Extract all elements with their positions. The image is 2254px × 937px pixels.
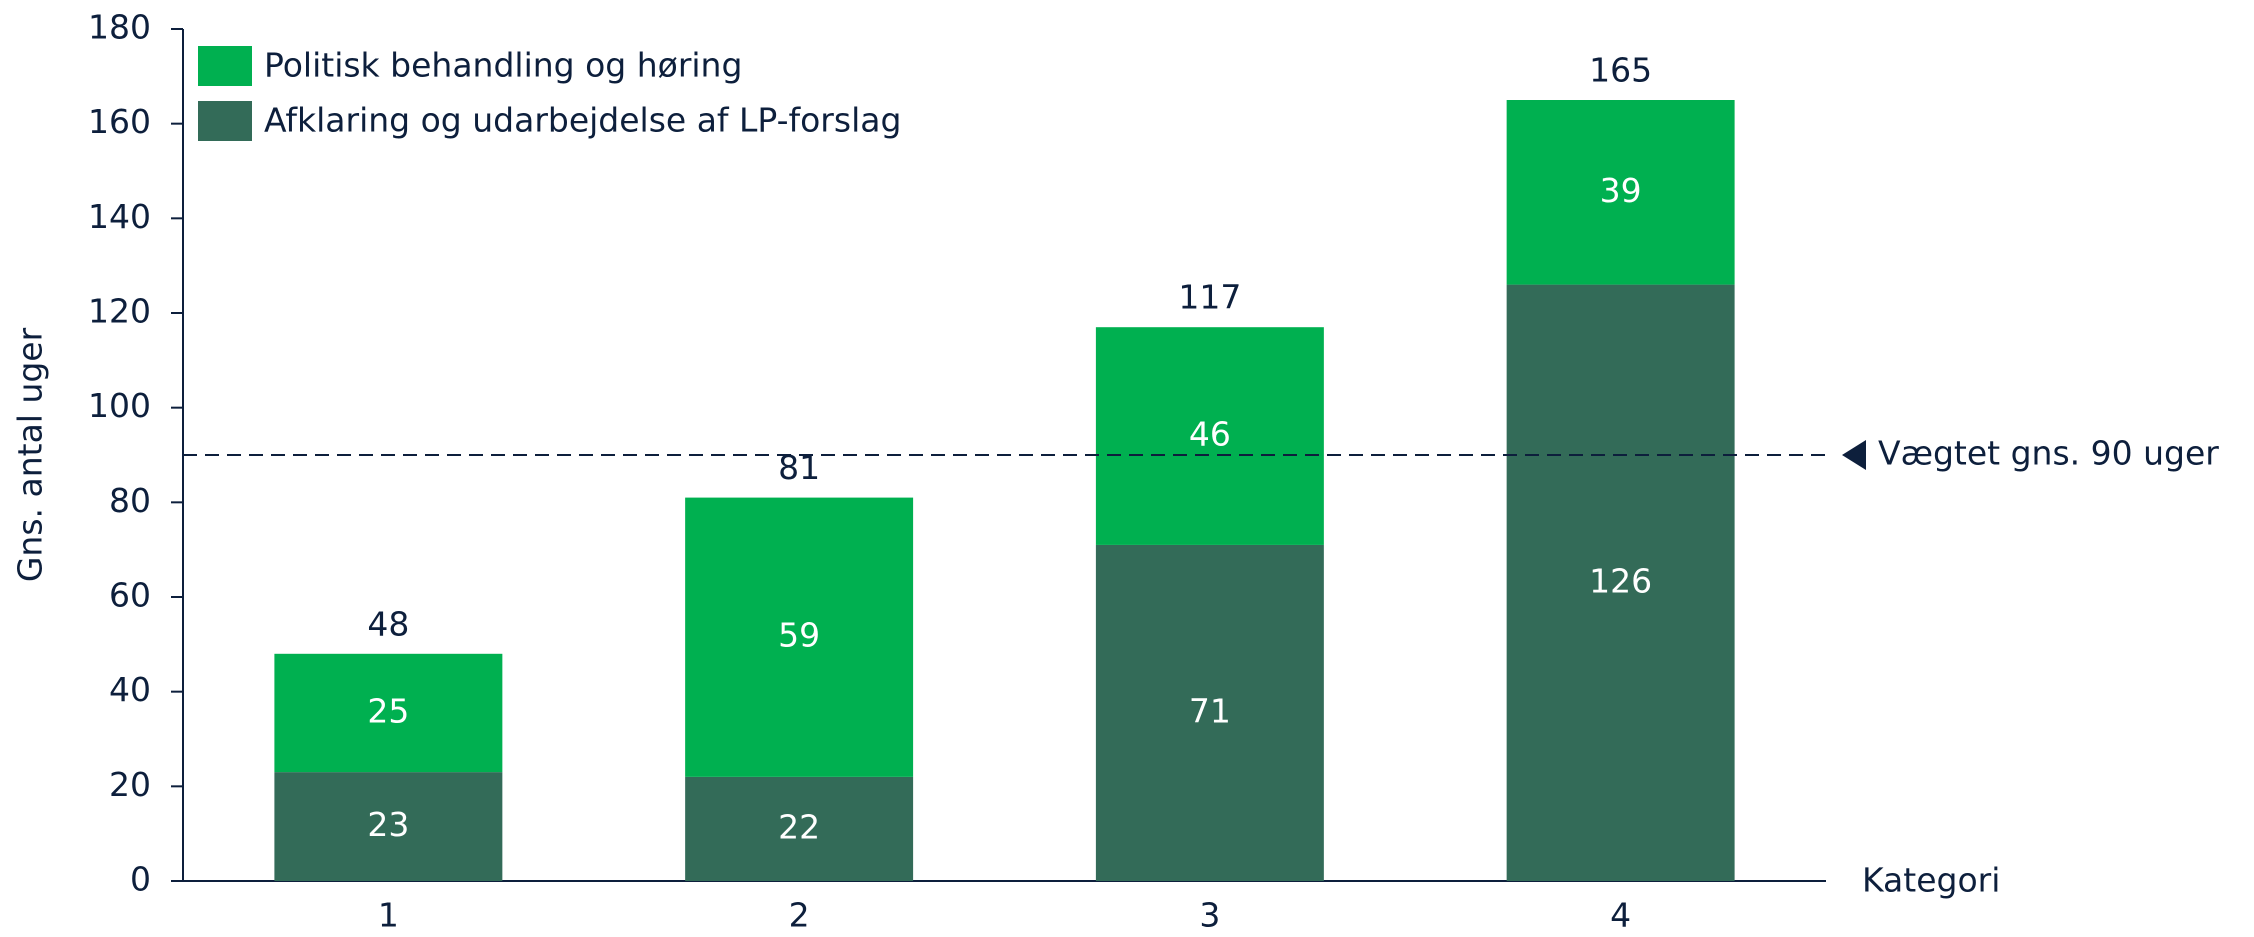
x-tick-label: 3 [1199,896,1220,935]
legend-swatch [198,46,252,86]
x-tick-label: 2 [789,896,810,935]
bar-segment [274,653,503,773]
data-label: 39 [1600,171,1642,210]
data-label: 59 [778,616,820,655]
data-label: 46 [1189,415,1231,454]
bar-segment [685,497,914,777]
reference-label: Vægtet gns. 90 uger [1878,434,2219,473]
total-label: 48 [367,604,409,643]
bar-segment [685,776,914,881]
legend-label: Politisk behandling og høring [264,46,742,85]
bar-segment [1095,327,1324,545]
total-label: 117 [1178,278,1241,317]
y-tick-label: 80 [109,481,151,520]
data-label: 22 [778,807,820,846]
reference-arrow [1842,440,1866,470]
y-tick-label: 60 [109,576,151,615]
bar-segment [1506,284,1735,882]
data-label: 71 [1189,691,1231,730]
data-label: 126 [1589,561,1652,600]
y-tick-label: 140 [88,197,151,236]
y-tick-label: 160 [88,102,151,141]
total-label: 81 [778,448,820,487]
legend-label: Afklaring og udarbejdelse af LP-forslag [264,101,901,140]
legend-swatch [198,101,252,141]
bar-segment [1095,544,1324,881]
bar-segment [1506,100,1735,285]
y-tick-label: 20 [109,765,151,804]
x-axis-label: Kategori [1862,861,2000,900]
data-label: 23 [367,805,409,844]
total-label: 165 [1589,51,1652,90]
data-label: 25 [367,691,409,730]
x-tick-label: 1 [378,896,399,935]
bar-segment [274,772,503,881]
y-axis-label: Gns. antal uger [11,327,50,582]
y-tick-label: 0 [130,860,151,899]
y-tick-label: 40 [109,670,151,709]
y-tick-label: 100 [88,386,151,425]
y-tick-label: 120 [88,292,151,331]
x-tick-label: 4 [1610,896,1631,935]
y-tick-label: 180 [88,8,151,47]
